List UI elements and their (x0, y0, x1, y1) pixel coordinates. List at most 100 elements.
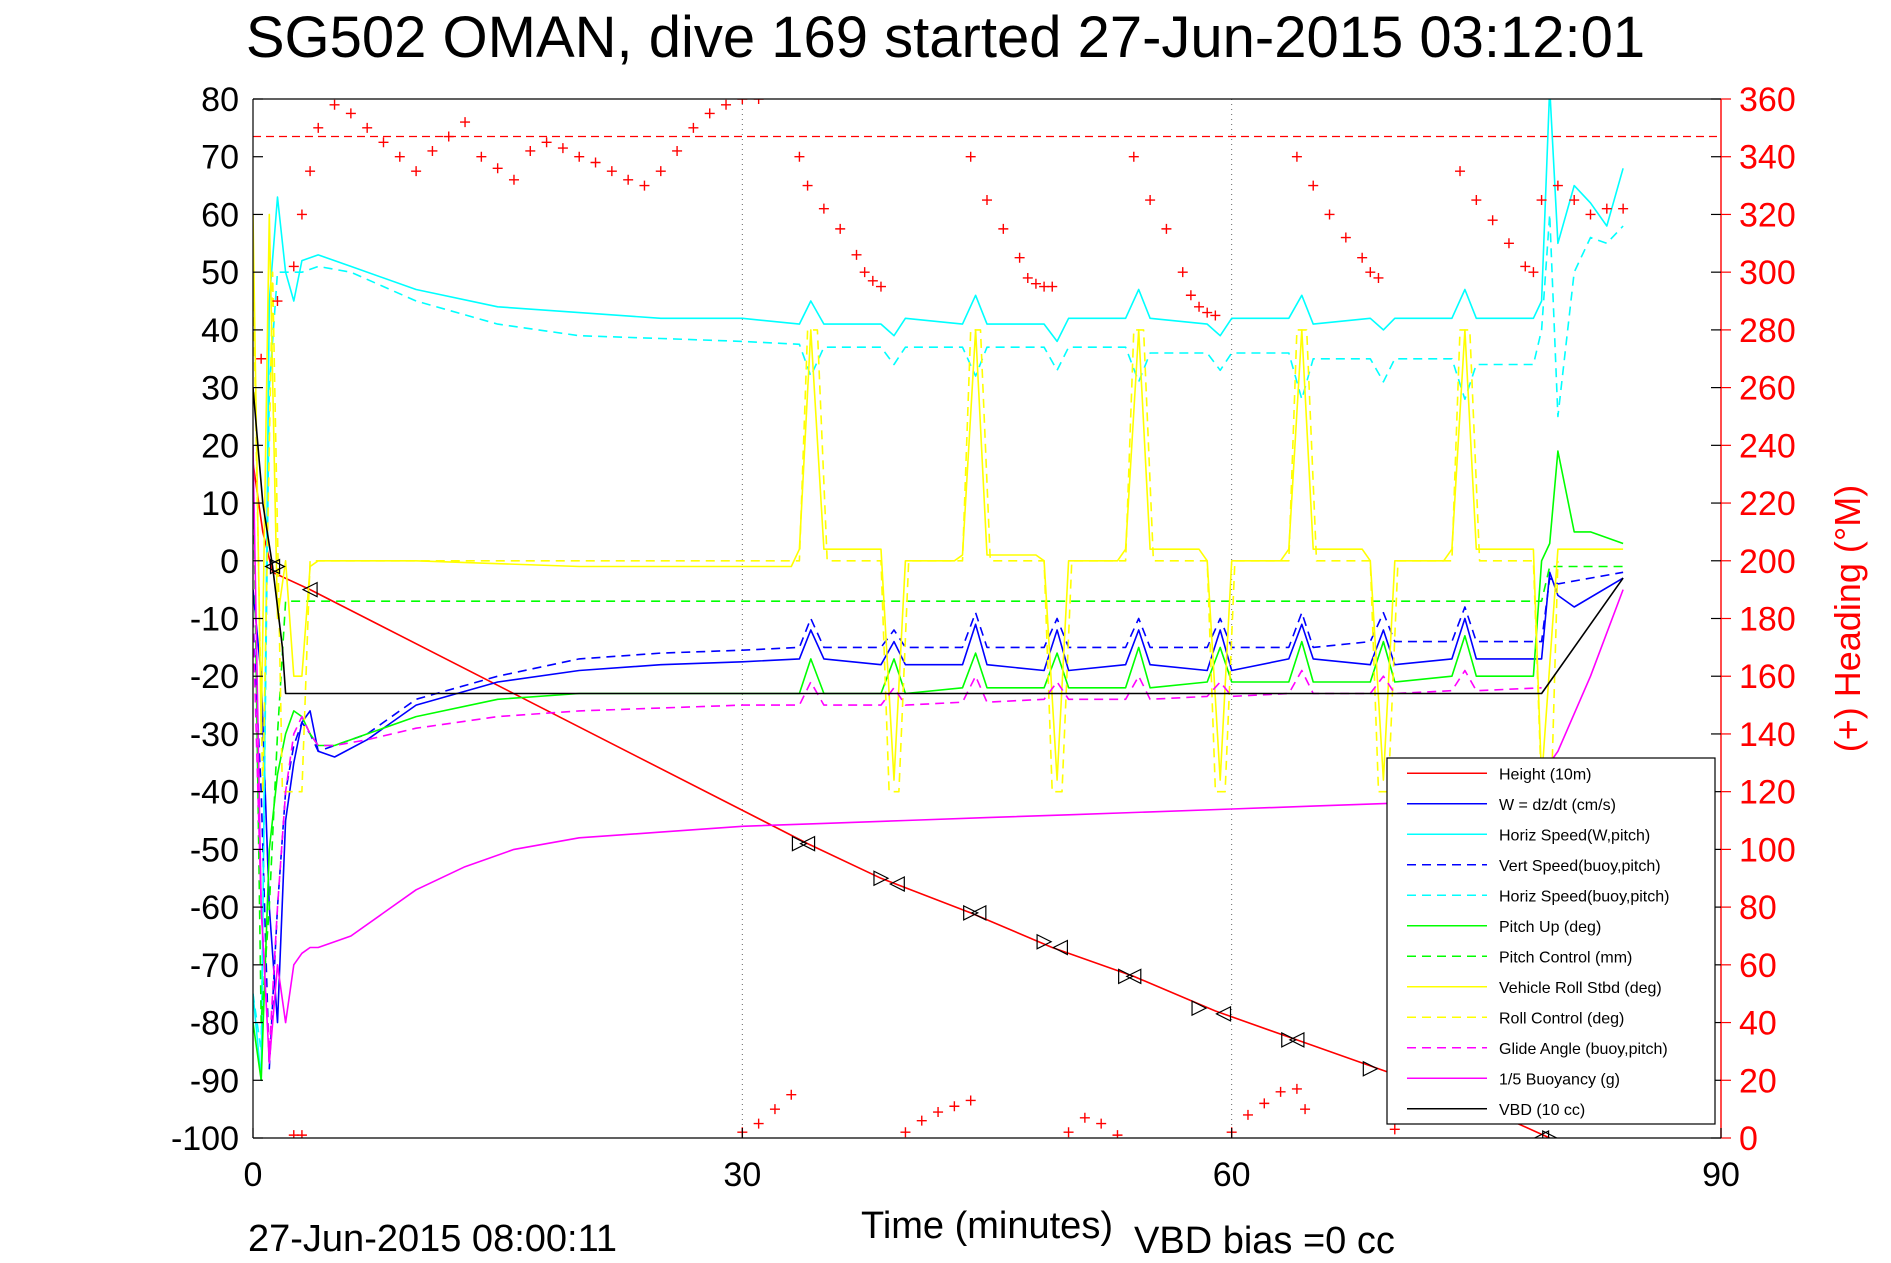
heading-point (394, 151, 405, 162)
chart-title: SG502 OMAN, dive 169 started 27-Jun-2015… (245, 5, 1646, 70)
heading-point (606, 166, 617, 177)
y2-tick-label: 220 (1739, 485, 1796, 523)
x-tick-label: 90 (1702, 1156, 1740, 1194)
series-line-11 (253, 387, 1624, 695)
y2-tick-label: 300 (1739, 254, 1796, 292)
heading-point (900, 1127, 911, 1138)
heading-point (1145, 195, 1156, 206)
heading-point (1275, 1086, 1286, 1097)
heading-point (1079, 1112, 1090, 1123)
legend-box (1386, 757, 1716, 1125)
vbd-bias-label: VBD bias =0 cc (1134, 1220, 1395, 1262)
heading-point (916, 1115, 927, 1126)
y-tick-label: 10 (201, 485, 239, 523)
heading-point (476, 151, 487, 162)
heading-point (1063, 1127, 1074, 1138)
legend-label-7: Vehicle Roll Stbd (deg) (1499, 980, 1662, 997)
y-tick-label: 50 (201, 254, 239, 292)
heading-point (753, 99, 764, 104)
heading-point (1112, 1130, 1123, 1138)
heading-point (737, 99, 748, 104)
triangle-marker (1036, 933, 1053, 950)
heading-point (1194, 301, 1205, 312)
heading-point (272, 296, 283, 307)
y2-tick-label: 200 (1739, 543, 1796, 581)
heading-point (492, 163, 503, 174)
heading-point (1014, 252, 1025, 263)
x-tick-label: 0 (244, 1156, 263, 1194)
heading-point (851, 249, 862, 260)
series-line-6 (253, 445, 1624, 1024)
axes: -100-90-80-70-60-50-40-30-20-10010203040… (171, 81, 1868, 1247)
y2-tick-label: 240 (1739, 427, 1796, 465)
triangle-marker (888, 876, 905, 892)
heading-point (639, 180, 650, 191)
y2-tick-label: 280 (1739, 312, 1796, 350)
heading-point (256, 353, 267, 364)
heading-point (704, 108, 715, 119)
heading-point (1389, 1124, 1400, 1135)
triangle-marker (970, 904, 987, 921)
heading-point (1291, 1083, 1302, 1094)
heading-point (427, 145, 438, 156)
y-tick-label: 70 (201, 139, 239, 177)
heading-point (1365, 267, 1376, 278)
x-tick-label: 60 (1213, 1156, 1251, 1194)
legend-label-5: Pitch Up (deg) (1499, 919, 1601, 936)
legend-label-1: W = dz/dt (cm/s) (1499, 797, 1616, 814)
y2-tick-label: 160 (1739, 658, 1796, 696)
heading-point (721, 99, 732, 110)
heading-point (1340, 232, 1351, 243)
legend-label-6: Pitch Control (mm) (1499, 949, 1632, 966)
legend-label-10: 1/5 Buoyancy (g) (1499, 1071, 1620, 1088)
y2-tick-label: 20 (1739, 1062, 1777, 1100)
heading-point (1503, 238, 1514, 249)
y-tick-label: 80 (201, 81, 239, 119)
heading-point (296, 1130, 307, 1138)
triangle-marker (1118, 968, 1134, 985)
triangle-marker (1533, 1130, 1550, 1138)
heading-point (1487, 215, 1498, 226)
heading-point (1022, 272, 1033, 283)
heading-point (1357, 252, 1368, 263)
triangle-marker (269, 558, 286, 575)
heading-point (1324, 209, 1335, 220)
legend: Height (10m) W = dz/dt (cm/s) Horiz Speed(… (1386, 757, 1716, 1125)
heading-point (508, 174, 519, 185)
heading-point (1300, 1104, 1311, 1115)
y-tick-label: 0 (220, 543, 239, 581)
heading-point (1601, 203, 1612, 214)
y2-tick-label: 340 (1739, 139, 1796, 177)
heading-point (867, 275, 878, 286)
y-tick-label: -100 (171, 1120, 239, 1158)
x-axis-label: Time (minutes) (861, 1205, 1113, 1247)
heading-point (835, 223, 846, 234)
heading-point (794, 151, 805, 162)
triangle-marker (963, 904, 980, 921)
y-tick-label: 40 (201, 312, 239, 350)
heading-point (1455, 166, 1466, 177)
heading-point (1128, 151, 1139, 162)
triangle-marker (264, 558, 281, 575)
heading-point (672, 145, 683, 156)
heading-point (541, 137, 552, 148)
heading-point (1259, 1098, 1270, 1109)
series-line-2 (253, 99, 1624, 1082)
heading-point (1618, 203, 1629, 214)
heading-point (769, 1104, 780, 1115)
heading-point (296, 209, 307, 220)
heading-point (313, 122, 324, 133)
heading-point (590, 157, 601, 168)
heading-point (1177, 267, 1188, 278)
y-tick-label: -30 (190, 716, 239, 754)
triangle-marker (1125, 968, 1142, 985)
heading-point (525, 145, 536, 156)
y-tick-label: -60 (190, 889, 239, 927)
y2-tick-label: 320 (1739, 196, 1796, 234)
heading-point (411, 166, 422, 177)
triangle-marker (799, 835, 816, 852)
heading-point (362, 122, 373, 133)
y2-tick-label: 0 (1739, 1120, 1758, 1158)
heading-point (1373, 272, 1384, 283)
